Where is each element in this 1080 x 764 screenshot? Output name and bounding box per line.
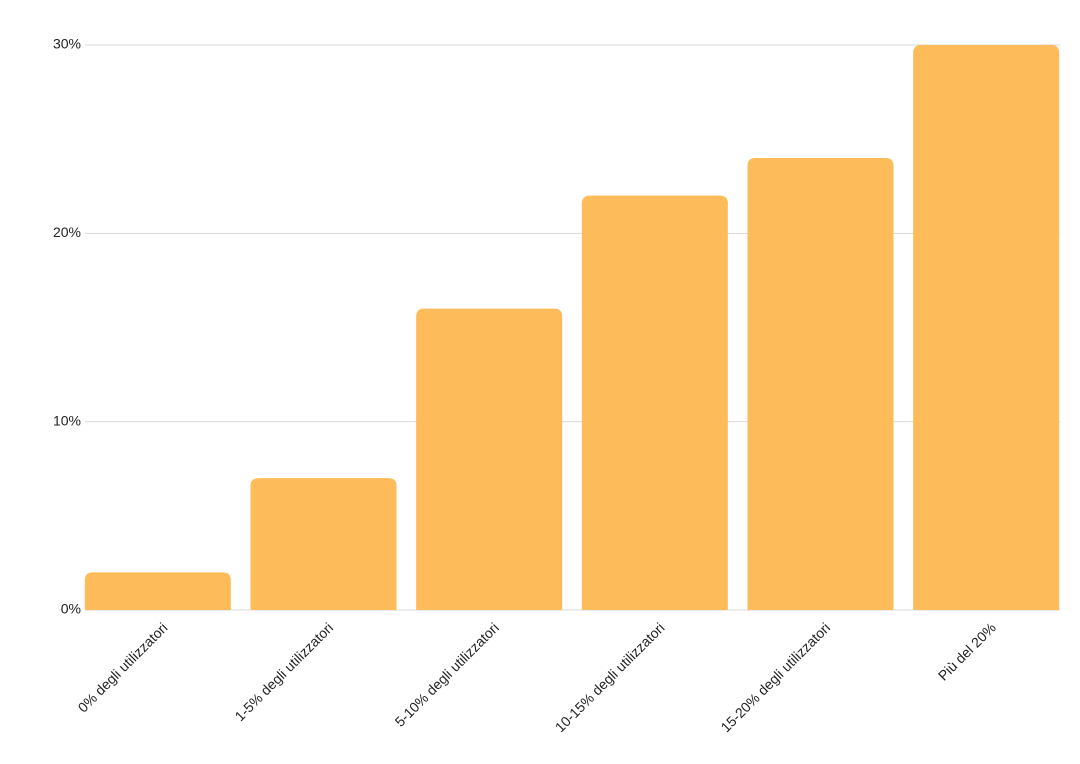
y-tick-label: 30% bbox=[53, 36, 81, 52]
bar bbox=[416, 308, 563, 610]
bar bbox=[913, 45, 1060, 610]
x-tick-label: 0% degli utilizzatori bbox=[75, 619, 171, 715]
y-tick-label: 10% bbox=[53, 412, 81, 428]
y-tick-label: 20% bbox=[53, 224, 81, 240]
x-tick-label: 15-20% degli utilizzatori bbox=[717, 619, 833, 735]
bar bbox=[747, 158, 894, 610]
x-tick-label: Più del 20% bbox=[935, 619, 999, 683]
x-tick-label: 1-5% degli utilizzatori bbox=[231, 619, 336, 724]
x-tick-label: 10-15% degli utilizzatori bbox=[552, 619, 668, 735]
x-tick-label: 5-10% degli utilizzatori bbox=[392, 619, 502, 729]
bar bbox=[84, 572, 231, 610]
bar bbox=[581, 195, 728, 610]
bar bbox=[250, 478, 397, 610]
y-tick-label: 0% bbox=[61, 601, 81, 617]
